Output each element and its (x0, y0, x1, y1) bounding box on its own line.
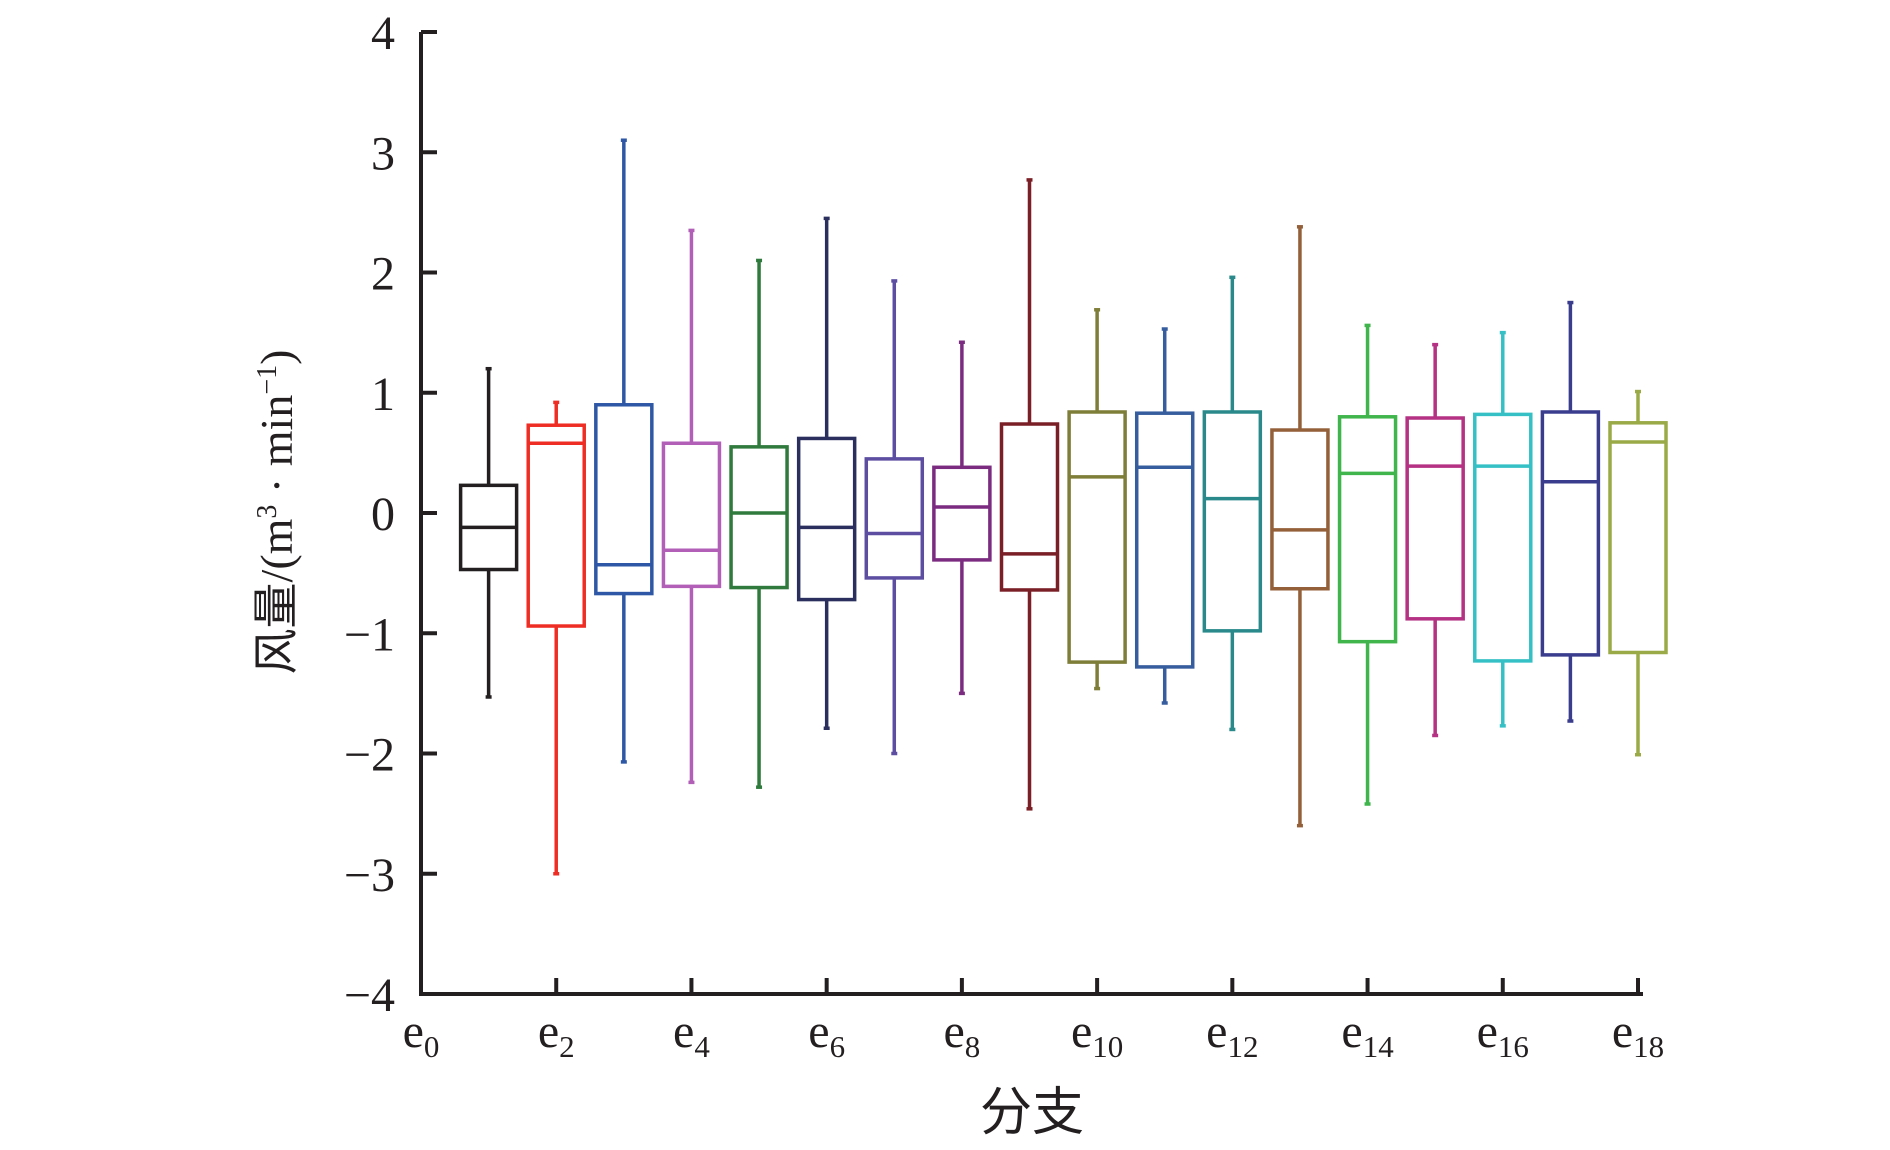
box-rect (999, 422, 1060, 592)
y-tick-label: 2 (371, 248, 395, 301)
x-tick-label: e14 (1341, 1005, 1394, 1064)
box-rect (1608, 421, 1668, 655)
y-axis-label-sup1: 3 (252, 505, 283, 519)
x-tick-label: e6 (808, 1005, 845, 1064)
box-group (1270, 225, 1330, 828)
box-group (999, 178, 1060, 811)
box-group (1405, 342, 1465, 738)
box-group (729, 258, 789, 789)
box-rect (796, 436, 857, 602)
box-group (1134, 327, 1195, 705)
x-tick-label: e0 (403, 1005, 440, 1064)
x-tick-label: e8 (943, 1005, 980, 1064)
y-axis-label-middle: · min (251, 395, 302, 505)
box-group (1337, 323, 1398, 806)
y-axis-label-prefix: 风量/(m (251, 518, 302, 674)
x-tick-label: e2 (538, 1005, 575, 1064)
box-group (796, 216, 857, 730)
box-group (1608, 389, 1668, 757)
x-tick-label: e16 (1477, 1005, 1529, 1064)
box-rect (932, 465, 992, 562)
box-rect (1202, 410, 1263, 633)
box-group (594, 138, 654, 764)
box-group (526, 400, 586, 876)
axes: 4 3 2 1 0 −1 −2 −3 −4e0 e2 e4 e6 e8 e10 e12 e14 e16 e18 (344, 7, 1664, 1064)
box-group (458, 366, 519, 699)
box-rect (1473, 412, 1533, 663)
box-rect (661, 441, 722, 589)
box-group (864, 279, 925, 756)
x-axis-label: 分支 (980, 1085, 1084, 1142)
box-group (1473, 330, 1533, 728)
y-tick-label: 3 (371, 127, 395, 180)
box-rect (594, 403, 654, 596)
box-rect (1337, 415, 1398, 644)
x-tick-label: e4 (673, 1005, 710, 1064)
box-group (1202, 275, 1263, 732)
y-axis-label: 风量/(m3 · min−1) (251, 350, 302, 675)
y-tick-label: −1 (344, 608, 395, 661)
box-rect (729, 445, 789, 590)
box-group (1540, 300, 1601, 723)
y-axis-label-suffix: ) (251, 350, 302, 365)
box-rect (1405, 416, 1465, 621)
box-group (1067, 308, 1127, 691)
y-tick-label: −3 (344, 849, 395, 902)
y-axis-label-sup2: −1 (252, 365, 283, 395)
x-tick-label: e12 (1206, 1005, 1258, 1064)
y-tick-label: 0 (371, 488, 395, 541)
y-tick-label: 1 (371, 368, 395, 421)
y-tick-label: 4 (371, 7, 395, 60)
box-group (661, 228, 722, 785)
y-tick-label: −4 (344, 969, 395, 1022)
box-rect (1134, 411, 1195, 669)
box-rect (1540, 410, 1601, 657)
box-rect (1067, 410, 1127, 664)
y-tick-label: −2 (344, 729, 395, 782)
box-group (932, 340, 992, 696)
box-series (458, 138, 1668, 876)
x-tick-label: e10 (1071, 1005, 1123, 1064)
box-rect (864, 457, 925, 580)
box-rect (526, 423, 586, 628)
x-tick-label: e18 (1612, 1005, 1664, 1064)
box-rect (1270, 428, 1330, 591)
